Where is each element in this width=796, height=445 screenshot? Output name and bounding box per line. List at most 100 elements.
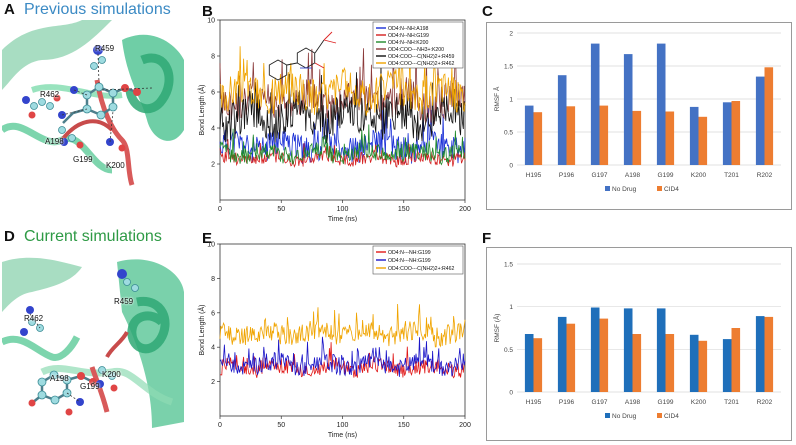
bar [557, 75, 567, 165]
legend-label: No Drug [612, 186, 637, 193]
legend-swatch [657, 413, 662, 418]
category-label: G197 [592, 399, 608, 406]
legend-label: OD4:N--NH:K200 [388, 40, 428, 46]
residue-label: R462 [40, 90, 60, 99]
legend-label: CID4 [664, 413, 679, 420]
category-label: T201 [724, 399, 739, 406]
oxo-bond [314, 62, 325, 69]
y-tick-label: 8 [211, 276, 215, 283]
y-tick-label: 0.5 [504, 347, 513, 354]
panel-letter-b: B [202, 3, 213, 20]
y-tick-label: 2 [211, 379, 215, 386]
bar [764, 67, 774, 165]
bar [731, 328, 741, 392]
legend-label: No Drug [612, 413, 637, 420]
legend-label: OD4:N--NH:G199 [388, 33, 429, 39]
x-tick-label: 50 [277, 206, 285, 213]
x-axis-label: Time (ns) [328, 216, 357, 222]
x-tick-label: 150 [398, 206, 410, 213]
bar [623, 54, 633, 165]
bar [665, 111, 675, 165]
category-label: K200 [691, 399, 707, 406]
y-tick-label: 0 [509, 390, 513, 397]
panel-letter-c: C [482, 3, 493, 20]
bar [698, 340, 708, 392]
legend-label: OD4:N---NH:G199 [388, 258, 431, 264]
y-axis-label: RMSF Å [492, 86, 501, 111]
chart-f-rmsf: 0 0.5 1 1.5 RMSF (Å) H195 P196 G197 A198 G199 K200… [492, 262, 781, 420]
bar [533, 338, 543, 392]
category-label: P196 [559, 172, 575, 179]
y-tick-label: 1 [509, 304, 513, 311]
bar [656, 308, 666, 392]
bar [557, 316, 567, 392]
bar [566, 106, 576, 165]
bar [524, 105, 534, 165]
x-axis-label: Time (ns) [328, 432, 357, 439]
legend-box [372, 245, 464, 275]
structure-a-graphic [2, 20, 184, 192]
y-tick-label: 1.5 [504, 64, 513, 71]
legend-swatch [605, 413, 610, 418]
bar [665, 334, 675, 392]
panel-letter-a: A [4, 1, 15, 18]
y-tick-label: 0.5 [504, 130, 513, 137]
series-line [219, 43, 466, 116]
series-line [219, 336, 466, 377]
series-line [219, 61, 466, 144]
residue-label: K200 [102, 370, 121, 379]
bar [755, 316, 765, 392]
residue-label: R462 [24, 314, 44, 323]
y-tick-label: 10 [207, 18, 215, 25]
carbonyl-bond [323, 31, 333, 41]
category-label: K200 [691, 172, 707, 179]
bar [731, 101, 741, 165]
bar [566, 323, 576, 392]
legend-swatch [605, 186, 610, 191]
category-label: R202 [757, 172, 773, 179]
panel-letter-e: E [202, 230, 213, 247]
bar [599, 318, 609, 392]
category-label: H195 [526, 172, 542, 179]
residue-label: R459 [95, 44, 115, 53]
y-tick-label: 8 [211, 54, 215, 61]
series-line [219, 124, 466, 166]
residue-label: A198 [45, 137, 64, 146]
category-label: G197 [592, 172, 608, 179]
x-tick-label: 0 [218, 206, 222, 213]
y-tick-label: 0 [509, 163, 513, 170]
bar [632, 334, 642, 392]
bar [599, 105, 609, 165]
bar [698, 116, 708, 165]
residue-label: G199 [80, 382, 100, 391]
bar [590, 43, 600, 165]
residue-label: A198 [50, 374, 69, 383]
panel-letter-f: F [482, 230, 492, 247]
residue-label: G199 [73, 155, 93, 164]
x-tick-label: 200 [459, 206, 471, 213]
x-tick-label: 100 [337, 422, 349, 429]
legend-label: OD4:COO---NH3+:K200 [388, 47, 444, 53]
y-tick-label: 6 [211, 90, 215, 97]
bar [623, 308, 633, 392]
y-tick-label: 4 [211, 345, 215, 352]
x-tick-label: 50 [277, 422, 285, 429]
category-label: T201 [724, 172, 739, 179]
series-line [219, 342, 466, 379]
residue-label: K200 [106, 161, 125, 170]
legend-swatch [657, 186, 662, 191]
category-label: R202 [757, 399, 773, 406]
x-tick-label: 100 [337, 206, 349, 213]
legend-label: OD4:COO---C(NH2)2+:R459 [388, 54, 455, 60]
structure-d-graphic [2, 252, 184, 428]
x-tick-label: 0 [218, 422, 222, 429]
phenyl-ring [268, 59, 288, 81]
y-axis-label: RMSF (Å) [492, 314, 501, 343]
legend-box [372, 21, 464, 69]
y-tick-label: 1 [509, 97, 513, 104]
chart-e-bond-length: 0 50 100 150 200 2 4 6 8 10 Time (ns) Bond Length (… [197, 242, 471, 440]
bar [590, 307, 600, 392]
y-tick-label: 2 [509, 31, 513, 38]
x-tick-label: 150 [398, 422, 410, 429]
y-tick-label: 2 [211, 162, 215, 169]
